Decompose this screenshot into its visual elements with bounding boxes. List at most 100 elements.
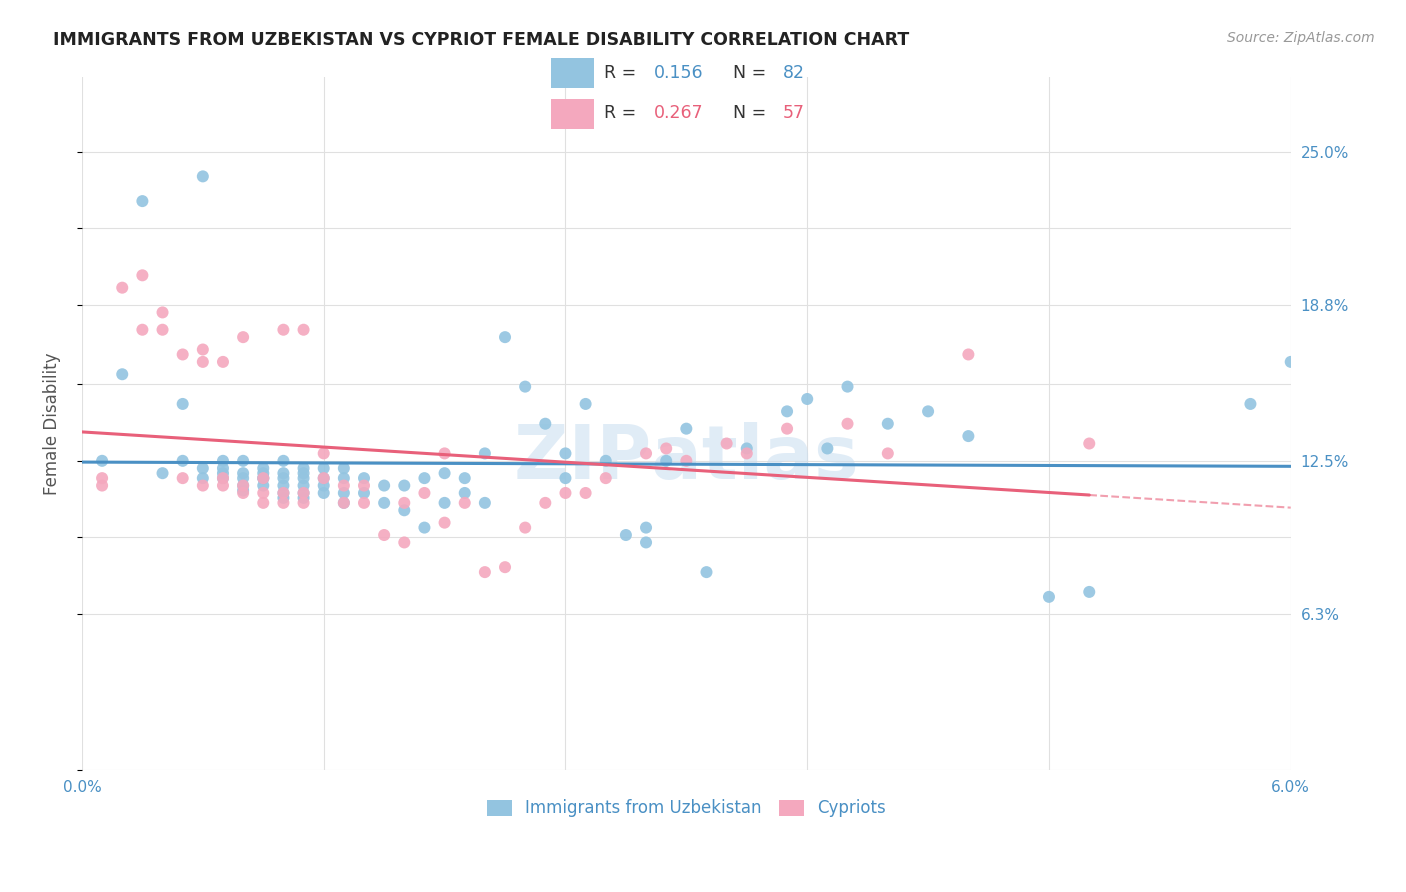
Point	[172, 347, 194, 361]
Point	[534, 496, 557, 510]
Point	[876, 417, 898, 431]
Point	[494, 560, 516, 574]
Point	[433, 496, 456, 510]
Point	[454, 496, 477, 510]
Point	[232, 330, 254, 344]
Point	[273, 478, 295, 492]
Point	[273, 496, 295, 510]
Point	[815, 442, 838, 456]
Point	[232, 471, 254, 485]
Point	[212, 478, 235, 492]
Point	[152, 323, 174, 337]
Point	[776, 404, 799, 418]
Point	[252, 478, 274, 492]
Point	[191, 471, 214, 485]
Point	[191, 478, 214, 492]
Point	[232, 454, 254, 468]
Point	[695, 565, 717, 579]
Point	[876, 446, 898, 460]
Point	[413, 486, 436, 500]
Point	[212, 355, 235, 369]
Point	[252, 471, 274, 485]
Point	[273, 454, 295, 468]
Point	[333, 478, 356, 492]
Point	[394, 535, 416, 549]
Point	[837, 379, 859, 393]
Point	[273, 491, 295, 505]
Point	[131, 323, 153, 337]
Point	[675, 454, 697, 468]
Point	[312, 471, 335, 485]
Point	[91, 471, 114, 485]
Point	[554, 471, 576, 485]
Point	[1078, 585, 1101, 599]
Point	[394, 478, 416, 492]
Legend: Immigrants from Uzbekistan, Cypriots: Immigrants from Uzbekistan, Cypriots	[481, 793, 893, 824]
Point	[474, 446, 496, 460]
Point	[454, 486, 477, 500]
Point	[292, 461, 315, 475]
Point	[111, 281, 134, 295]
Point	[252, 486, 274, 500]
Point	[634, 535, 657, 549]
Point	[494, 330, 516, 344]
Point	[515, 379, 537, 393]
Point	[413, 520, 436, 534]
Point	[232, 486, 254, 500]
Text: 0.267: 0.267	[654, 104, 703, 122]
Point	[131, 268, 153, 283]
Point	[575, 486, 598, 500]
Point	[454, 471, 477, 485]
Point	[292, 486, 315, 500]
Point	[353, 471, 375, 485]
Text: R =: R =	[605, 104, 641, 122]
Point	[111, 368, 134, 382]
Point	[191, 343, 214, 357]
Point	[353, 486, 375, 500]
Text: 82: 82	[783, 64, 804, 82]
Point	[212, 454, 235, 468]
Text: 0.156: 0.156	[654, 64, 703, 82]
Bar	[551, 58, 595, 88]
Point	[796, 392, 818, 406]
Point	[172, 454, 194, 468]
Point	[172, 471, 194, 485]
Point	[394, 503, 416, 517]
Point	[474, 496, 496, 510]
Point	[273, 323, 295, 337]
Point	[152, 305, 174, 319]
Point	[312, 461, 335, 475]
Point	[292, 478, 315, 492]
Point	[191, 169, 214, 184]
Point	[312, 471, 335, 485]
Point	[534, 417, 557, 431]
Point	[554, 446, 576, 460]
Point	[333, 496, 356, 510]
Point	[595, 471, 617, 485]
Point	[212, 471, 235, 485]
Point	[474, 565, 496, 579]
Point	[252, 461, 274, 475]
Point	[292, 496, 315, 510]
Point	[252, 471, 274, 485]
Point	[675, 422, 697, 436]
Point	[353, 478, 375, 492]
Point	[212, 466, 235, 480]
Point	[292, 486, 315, 500]
Point	[1038, 590, 1060, 604]
Point	[655, 442, 678, 456]
Text: ZIP​atlas: ZIP​atlas	[515, 422, 859, 495]
Point	[91, 478, 114, 492]
Point	[292, 471, 315, 485]
Text: R =: R =	[605, 64, 641, 82]
Point	[232, 466, 254, 480]
Point	[91, 454, 114, 468]
Point	[312, 486, 335, 500]
Point	[595, 454, 617, 468]
Point	[1279, 355, 1302, 369]
Point	[212, 471, 235, 485]
Point	[373, 478, 395, 492]
Point	[735, 442, 758, 456]
Point	[333, 486, 356, 500]
Point	[232, 478, 254, 492]
